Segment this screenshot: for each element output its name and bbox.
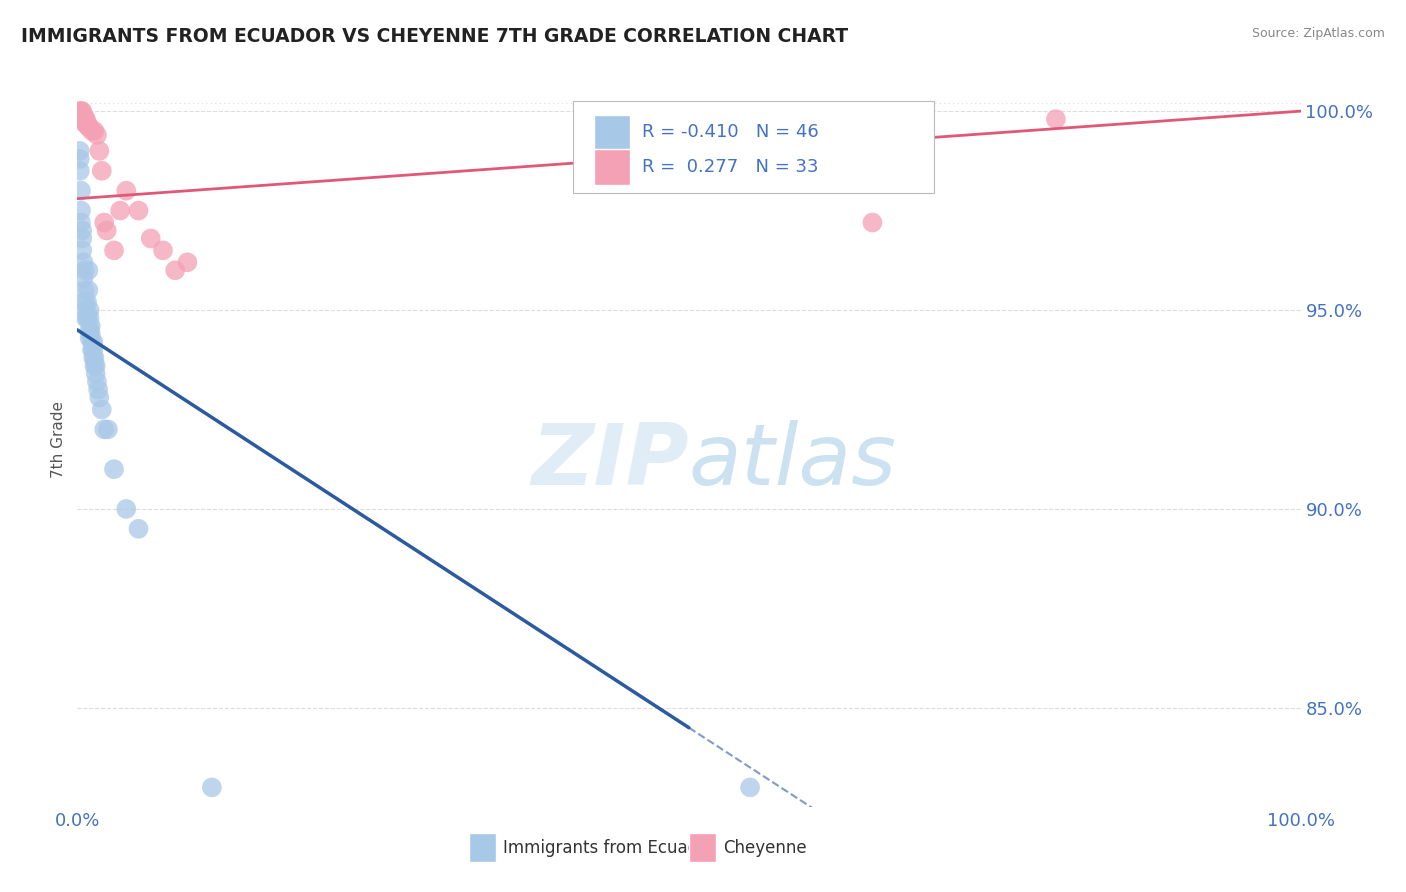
- Point: [79, 303, 101, 318]
- Point: [79, 331, 101, 345]
- FancyBboxPatch shape: [468, 833, 496, 863]
- Point: [70, 223, 93, 237]
- Point: [93, 422, 115, 436]
- Point: [70, 215, 93, 229]
- Point: [201, 780, 224, 795]
- Text: IMMIGRANTS FROM ECUADOR VS CHEYENNE 7TH GRADE CORRELATION CHART: IMMIGRANTS FROM ECUADOR VS CHEYENNE 7TH …: [21, 27, 848, 45]
- Point: [108, 203, 131, 218]
- Point: [75, 303, 97, 318]
- Point: [80, 343, 103, 357]
- Point: [82, 351, 104, 365]
- Point: [82, 334, 104, 349]
- Point: [80, 326, 103, 341]
- Point: [79, 120, 101, 134]
- Point: [176, 255, 198, 269]
- Point: [72, 108, 94, 122]
- Point: [86, 375, 108, 389]
- Point: [86, 128, 108, 142]
- Point: [127, 203, 149, 218]
- Point: [77, 283, 100, 297]
- Point: [103, 244, 125, 258]
- Point: [77, 120, 100, 134]
- Point: [84, 359, 107, 373]
- Text: Cheyenne: Cheyenne: [723, 838, 807, 856]
- Point: [115, 184, 138, 198]
- Point: [90, 402, 112, 417]
- Point: [103, 462, 125, 476]
- Point: [90, 163, 112, 178]
- Point: [70, 203, 93, 218]
- Point: [740, 780, 762, 795]
- Point: [72, 112, 94, 127]
- Point: [80, 124, 103, 138]
- Point: [96, 223, 118, 237]
- Point: [152, 244, 174, 258]
- Point: [97, 422, 120, 436]
- Point: [72, 271, 94, 285]
- Point: [69, 163, 91, 178]
- Point: [70, 112, 93, 127]
- Point: [75, 112, 97, 127]
- FancyBboxPatch shape: [572, 101, 934, 193]
- Point: [1045, 112, 1067, 127]
- FancyBboxPatch shape: [689, 833, 716, 863]
- Point: [73, 283, 96, 297]
- Point: [87, 383, 110, 397]
- Point: [127, 522, 149, 536]
- Point: [75, 116, 97, 130]
- Point: [115, 502, 138, 516]
- Point: [70, 104, 93, 119]
- Point: [83, 351, 105, 365]
- Point: [70, 244, 93, 258]
- Point: [73, 112, 96, 127]
- Point: [84, 367, 107, 381]
- Point: [93, 215, 115, 229]
- Point: [70, 231, 93, 245]
- Point: [83, 124, 105, 138]
- FancyBboxPatch shape: [593, 149, 630, 185]
- FancyBboxPatch shape: [593, 115, 630, 150]
- Point: [80, 334, 103, 349]
- Point: [79, 323, 101, 337]
- Point: [89, 144, 111, 158]
- Point: [76, 116, 98, 130]
- Point: [89, 391, 111, 405]
- Point: [72, 255, 94, 269]
- Point: [73, 295, 96, 310]
- Point: [70, 104, 93, 119]
- Text: Immigrants from Ecuador: Immigrants from Ecuador: [503, 838, 716, 856]
- Point: [76, 295, 98, 310]
- Y-axis label: 7th Grade: 7th Grade: [51, 401, 66, 478]
- Point: [82, 343, 104, 357]
- Point: [139, 231, 162, 245]
- Point: [73, 263, 96, 277]
- Text: ZIP: ZIP: [531, 420, 689, 503]
- Point: [69, 144, 91, 158]
- Point: [70, 108, 93, 122]
- Text: R =  0.277   N = 33: R = 0.277 N = 33: [643, 158, 818, 176]
- Point: [70, 108, 93, 122]
- Point: [165, 263, 187, 277]
- Text: R = -0.410   N = 46: R = -0.410 N = 46: [643, 123, 820, 142]
- Point: [83, 359, 105, 373]
- Point: [76, 310, 98, 325]
- Point: [862, 215, 884, 229]
- Point: [77, 263, 100, 277]
- Point: [75, 310, 97, 325]
- Point: [70, 184, 93, 198]
- Point: [678, 144, 700, 158]
- Text: atlas: atlas: [689, 420, 897, 503]
- Text: Source: ZipAtlas.com: Source: ZipAtlas.com: [1251, 27, 1385, 40]
- Point: [80, 318, 103, 333]
- Point: [79, 310, 101, 325]
- Point: [69, 104, 91, 119]
- Point: [73, 116, 96, 130]
- Point: [69, 152, 91, 166]
